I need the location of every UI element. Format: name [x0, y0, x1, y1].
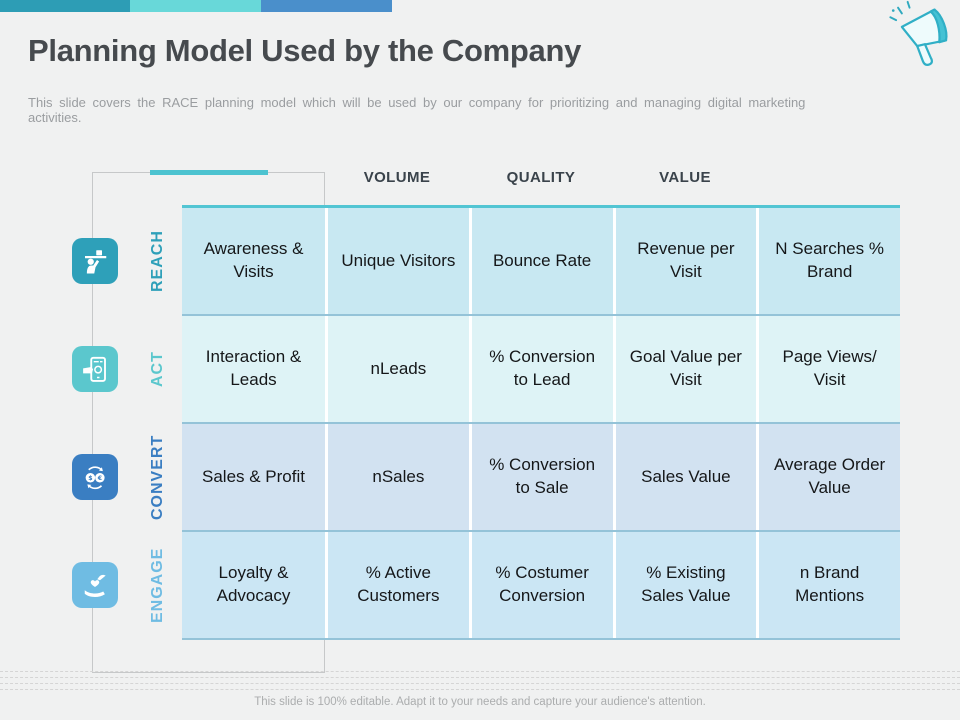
table-cell: Awareness & Visits	[182, 208, 325, 314]
accent-segment-aqua	[130, 0, 261, 12]
svg-text:$: $	[88, 475, 92, 482]
table-cell: Loyalty & Advocacy	[182, 532, 325, 638]
table-row-engage: Loyalty & Advocacy % Active Customers % …	[182, 530, 900, 638]
table-row-convert: Sales & Profit nSales % Conversion to Sa…	[182, 422, 900, 530]
footer-note: This slide is 100% editable. Adapt it to…	[254, 696, 706, 708]
table-cell: Page Views/ Visit	[759, 316, 900, 422]
megaphone-icon	[889, 0, 948, 66]
stage-label-convert: CONVERT	[149, 434, 166, 520]
table-cell: % Conversion to Lead	[471, 316, 613, 422]
table-cell: Bounce Rate	[471, 208, 613, 314]
currency-exchange-icon: $ €	[72, 454, 118, 500]
table-cell: % Costumer Conversion	[471, 532, 613, 638]
slide-subtitle: This slide covers the RACE planning mode…	[28, 95, 806, 125]
stage-act: ACT	[72, 316, 172, 422]
table-cell: nSales	[328, 424, 469, 530]
person-reaching-shelf-icon	[72, 238, 118, 284]
table-cell: N Searches % Brand	[759, 208, 900, 314]
table-cell: Average Order Value	[759, 424, 900, 530]
stage-reach: REACH	[72, 208, 172, 314]
table-cell: Goal Value per Visit	[615, 316, 757, 422]
stage-label-act: ACT	[149, 351, 166, 387]
hands-heart-icon	[72, 562, 118, 608]
dashed-divider	[0, 677, 960, 678]
table-cell: % Existing Sales Value	[615, 532, 757, 638]
page-title: Planning Model Used by the Company	[28, 33, 582, 68]
top-accent-bar	[0, 0, 960, 12]
hand-touch-phone-icon	[72, 346, 118, 392]
accent-segment-teal	[0, 0, 130, 12]
table-cell: % Active Customers	[328, 532, 469, 638]
svg-text:€: €	[97, 475, 102, 482]
table-cell: % Conversion to Sale	[471, 424, 613, 530]
table-cell: Unique Visitors	[328, 208, 469, 314]
teal-accent-bar	[150, 170, 268, 175]
column-header-volume: VOLUME	[363, 169, 431, 186]
column-header-value: VALUE	[659, 169, 711, 186]
column-header-quality: QUALITY	[506, 169, 576, 186]
stage-label-reach: REACH	[149, 230, 166, 292]
table-cell: Interaction & Leads	[182, 316, 325, 422]
table-cell: Revenue per Visit	[615, 208, 757, 314]
stage-label-engage: ENGAGE	[149, 547, 166, 623]
dashed-divider	[0, 671, 960, 672]
accent-segment-blue	[261, 0, 392, 12]
stage-convert: $ € CONVERT	[72, 424, 172, 530]
table-cell: Sales & Profit	[182, 424, 325, 530]
stage-engage: ENGAGE	[72, 532, 172, 638]
race-table: Awareness & Visits Unique Visitors Bounc…	[182, 205, 900, 640]
table-column-headers: VOLUME QUALITY VALUE	[325, 169, 757, 186]
table-cell: Sales Value	[615, 424, 757, 530]
table-cell: nLeads	[328, 316, 469, 422]
table-cell: n Brand Mentions	[759, 532, 900, 638]
dashed-divider	[0, 683, 960, 684]
table-row-reach: Awareness & Visits Unique Visitors Bounc…	[182, 208, 900, 314]
table-row-act: Interaction & Leads nLeads % Conversion …	[182, 314, 900, 422]
dashed-divider	[0, 689, 960, 690]
